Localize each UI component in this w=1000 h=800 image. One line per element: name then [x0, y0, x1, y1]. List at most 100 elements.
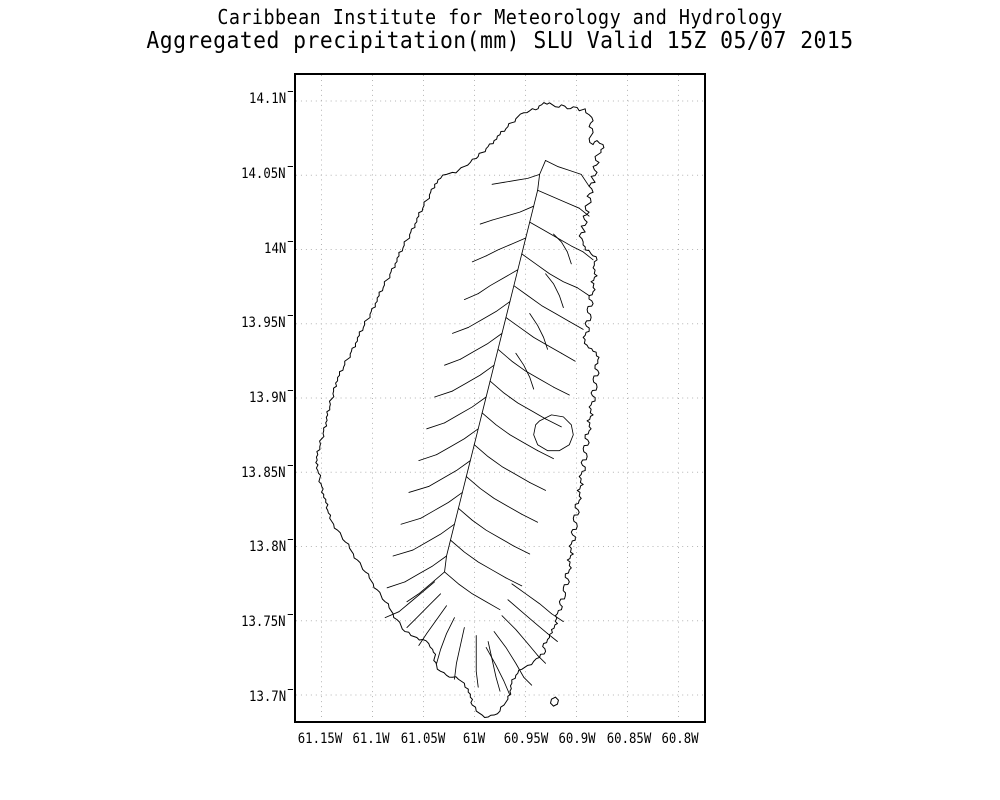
y-axis-tick-label: 13.75N — [241, 614, 294, 630]
watershed-divide-line — [487, 641, 501, 692]
y-axis-tick-label: 13.8N — [249, 539, 294, 555]
watershed-divide-line — [406, 571, 445, 603]
saint-lucia-coastline — [315, 102, 605, 719]
watershed-divide-line — [467, 301, 511, 328]
watershed-divide-line — [507, 599, 548, 634]
y-axis-tick-label: 14.1N — [249, 91, 294, 107]
watershed-divide-line — [426, 422, 445, 430]
watershed-divide-line — [475, 635, 479, 688]
saint-lucia-map-layer — [315, 102, 605, 719]
watershed-divide-line — [477, 269, 519, 295]
watershed-divide-line — [457, 507, 515, 547]
watershed-divide-line — [463, 293, 479, 301]
x-axis-tick-label: 60.85W — [606, 731, 652, 747]
watershed-divide-line — [545, 160, 582, 175]
offshore-islet-group — [549, 696, 559, 707]
y-axis-tick-mark — [287, 240, 294, 242]
watershed-divide-line — [479, 219, 493, 225]
watershed-divide-line — [533, 414, 574, 452]
y-axis-tick-label: 13.9N — [249, 390, 294, 406]
watershed-divide-line — [384, 611, 400, 619]
watershed-divide-line — [511, 583, 552, 615]
y-axis-tick-label: 14N — [264, 240, 294, 257]
map-gridlines — [296, 75, 704, 721]
y-axis-tick-mark — [287, 614, 294, 616]
y-axis-tick-label: 14.05N — [241, 165, 294, 182]
watershed-divide-line — [501, 615, 539, 656]
y-axis-tick-mark — [287, 688, 294, 690]
coastline-group — [315, 102, 605, 719]
x-axis-tick-label: 61.1W — [352, 731, 390, 747]
watershed-divide-line — [491, 181, 505, 185]
watershed-divide-line — [503, 173, 541, 183]
watershed-divide-line — [412, 523, 455, 551]
watershed-divide-line — [582, 251, 594, 261]
y-axis-tick-mark — [287, 539, 294, 541]
watershed-divide-line — [523, 676, 533, 686]
y-axis-tick-mark — [287, 91, 294, 93]
watershed-divide-line — [560, 352, 576, 362]
page-title: Aggregated precipitation(mm) SLU Valid 1… — [146, 28, 854, 54]
watershed-divide-line — [481, 412, 539, 452]
watershed-divide-line — [444, 358, 461, 366]
watershed-divide-line — [465, 476, 523, 515]
x-axis-tick-label: 61.05W — [400, 731, 446, 747]
watershed-divide-line — [444, 396, 487, 424]
watershed-divide-line — [450, 539, 507, 579]
watershed-divide-line — [404, 555, 447, 583]
watershed-divide-line — [473, 444, 531, 483]
y-axis-tick-label: 13.85N — [241, 464, 294, 481]
watershed-divide-line — [408, 486, 430, 493]
watershed-divide-line — [545, 273, 564, 308]
x-axis-tick-label: 60.95W — [503, 731, 549, 747]
watershed-divide-line — [485, 647, 511, 696]
watershed-divide-line — [580, 173, 590, 187]
watershed-divide-line — [420, 491, 463, 519]
watershed-divide-line — [521, 253, 578, 289]
watershed-divide-line — [428, 460, 471, 487]
watershed-divide-line — [513, 545, 531, 555]
y-axis-tick-label: 13.7N — [249, 688, 294, 705]
x-axis-tick-labels: 61.15W 61.1W 61.05W 61W 60.95W 60.9W 60.85W 60.… — [294, 731, 706, 753]
watershed-divide-line — [493, 631, 525, 678]
watershed-divide-line — [436, 617, 455, 664]
watershed-divide-line — [537, 450, 554, 460]
watershed-divide-line — [537, 654, 546, 664]
map-plot-area — [294, 73, 706, 723]
watershed-divide-line — [497, 348, 554, 388]
x-axis-tick-label: 61.15W — [297, 731, 343, 747]
x-axis-tick-label: 61W — [463, 731, 486, 747]
watershed-boundary-group — [384, 160, 594, 696]
offshore-islet — [549, 696, 559, 707]
watershed-divide-line — [547, 633, 558, 642]
watershed-divide-line — [551, 613, 564, 623]
y-axis-tick-mark — [287, 315, 294, 317]
watershed-divide-line — [434, 390, 453, 398]
watershed-divide-line — [545, 418, 562, 428]
watershed-divide-line — [444, 571, 501, 611]
watershed-divide-line — [529, 313, 548, 350]
watershed-divide-line — [436, 428, 479, 456]
x-axis-tick-label: 60.8W — [661, 731, 699, 747]
watershed-divide-line — [568, 321, 584, 330]
watershed-divide-line — [553, 233, 572, 265]
watershed-divide-line — [452, 327, 469, 334]
y-axis-tick-labels: 14.1N 14.05N 14N 13.95N 13.9N 13.85N 13.8N 13.7… — [180, 73, 294, 723]
watershed-divide-line — [459, 332, 503, 360]
watershed-divide-line — [505, 317, 562, 354]
watershed-divide-line — [398, 581, 436, 613]
watershed-divide-line — [537, 189, 580, 209]
figure-title-block: Caribbean Institute for Meteorology and … — [0, 6, 1000, 54]
y-axis-tick-mark — [287, 390, 294, 391]
y-axis-tick-label: 13.95N — [241, 315, 294, 331]
watershed-divide-line — [454, 627, 465, 680]
watershed-divide-line — [576, 287, 590, 297]
watershed-divide-line — [491, 205, 535, 221]
watershed-divide-line — [485, 237, 527, 257]
x-axis-tick-label: 60.9W — [558, 731, 596, 747]
institute-title: Caribbean Institute for Meteorology and … — [217, 5, 783, 29]
watershed-divide-line — [489, 380, 546, 420]
watershed-divide-line — [529, 482, 546, 491]
watershed-divide-line — [406, 593, 442, 629]
